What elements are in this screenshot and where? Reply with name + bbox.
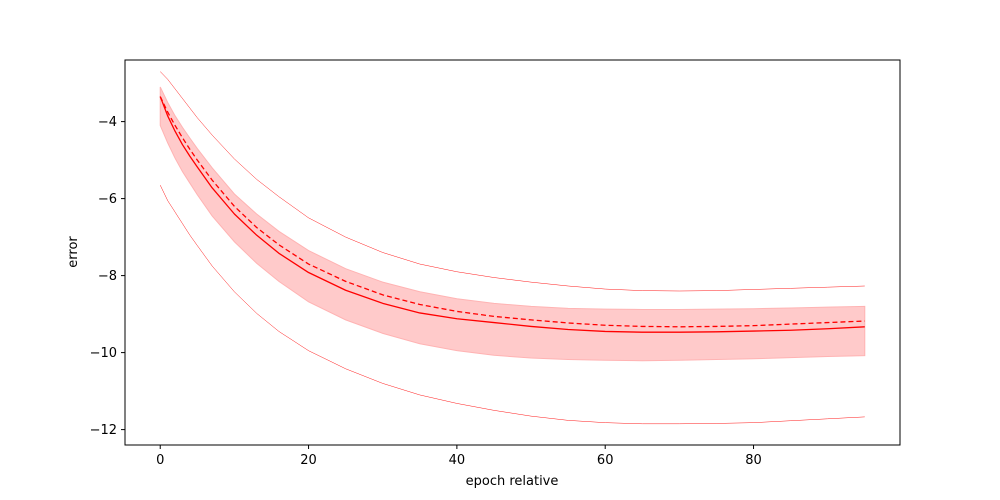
x-axis-label: epoch relative: [466, 474, 559, 489]
x-tick-label: 40: [449, 453, 466, 468]
y-tick-label: −4: [98, 115, 117, 130]
y-tick-label: −10: [90, 346, 117, 361]
std-band: [159, 86, 866, 362]
x-axis: 0 20 40 60 80: [156, 445, 762, 468]
median-line: [159, 96, 865, 328]
y-tick-label: −8: [98, 269, 117, 284]
x-tick-label: 0: [156, 453, 164, 468]
y-tick-label: −12: [90, 423, 117, 438]
mean-line: [159, 96, 865, 333]
y-tick-label: −6: [98, 192, 117, 207]
y-axis-label: error: [66, 236, 81, 268]
band-layer: [159, 86, 866, 362]
x-tick-label: 80: [745, 453, 762, 468]
x-tick-label: 60: [597, 453, 614, 468]
max-line: [160, 71, 865, 292]
x-tick-label: 20: [300, 453, 317, 468]
y-axis: −12 −10 −8 −6 −4: [90, 115, 125, 438]
plot-frame: [124, 59, 901, 446]
min-line: [160, 185, 865, 425]
line-layer: [159, 71, 865, 425]
